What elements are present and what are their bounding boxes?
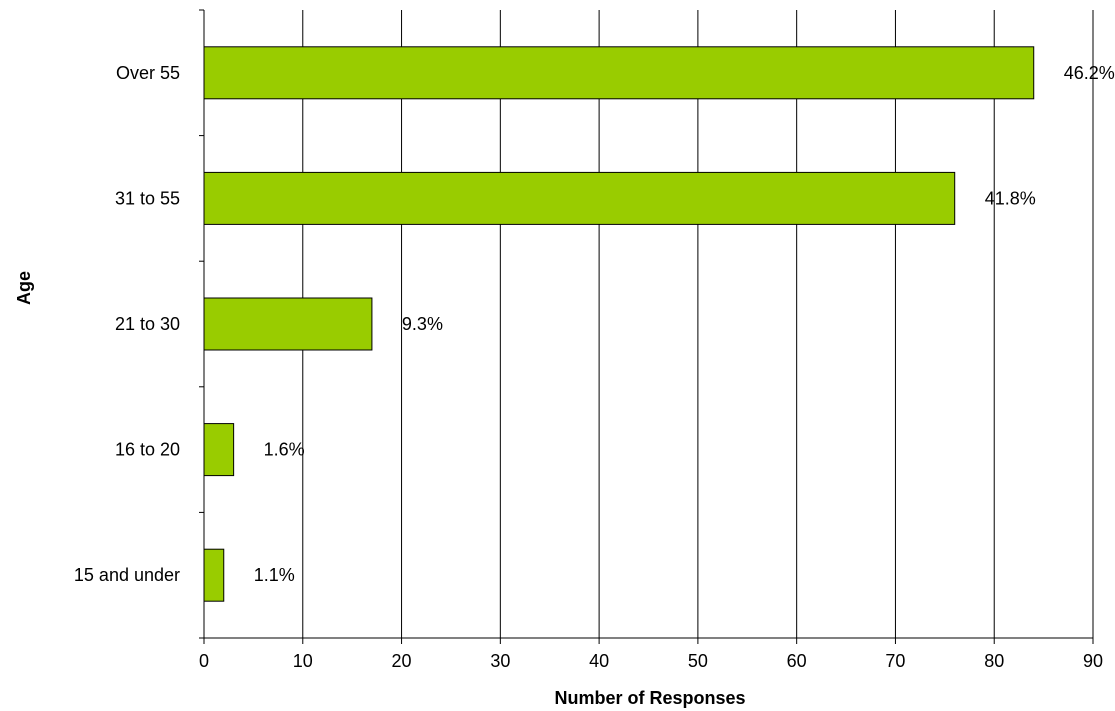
bars — [203, 46, 1035, 602]
data-label: 9.3% — [402, 314, 443, 334]
x-tick-label: 40 — [589, 651, 609, 671]
x-tick-label: 30 — [490, 651, 510, 671]
y-category-label: 16 to 20 — [115, 440, 180, 460]
y-category-label: Over 55 — [116, 63, 180, 83]
axes — [199, 9, 1094, 644]
x-tick-label: 50 — [688, 651, 708, 671]
bar — [203, 171, 956, 225]
data-label: 46.2% — [1064, 63, 1115, 83]
bar — [203, 46, 1035, 100]
data-label: 1.1% — [254, 565, 295, 585]
x-tick-label: 0 — [199, 651, 209, 671]
y-axis-title: Age — [14, 271, 34, 305]
gridlines — [302, 10, 1094, 638]
y-category-label: 21 to 30 — [115, 314, 180, 334]
x-tick-label: 90 — [1083, 651, 1103, 671]
x-axis-title: Number of Responses — [554, 688, 745, 708]
y-category-label: 31 to 55 — [115, 188, 180, 208]
bar — [203, 548, 225, 602]
data-label: 41.8% — [985, 188, 1036, 208]
bar — [203, 297, 373, 351]
x-tick-label: 80 — [984, 651, 1004, 671]
x-tick-label: 60 — [787, 651, 807, 671]
bar — [203, 423, 235, 477]
data-label: 1.6% — [264, 440, 305, 460]
labels: 0 10 20 30 40 50 60 70 80 90 Over 55 46.2% 31 to 55 4… — [74, 63, 1115, 671]
x-tick-label: 70 — [885, 651, 905, 671]
x-tick-label: 20 — [392, 651, 412, 671]
x-tick-label: 10 — [293, 651, 313, 671]
y-category-label: 15 and under — [74, 565, 180, 585]
